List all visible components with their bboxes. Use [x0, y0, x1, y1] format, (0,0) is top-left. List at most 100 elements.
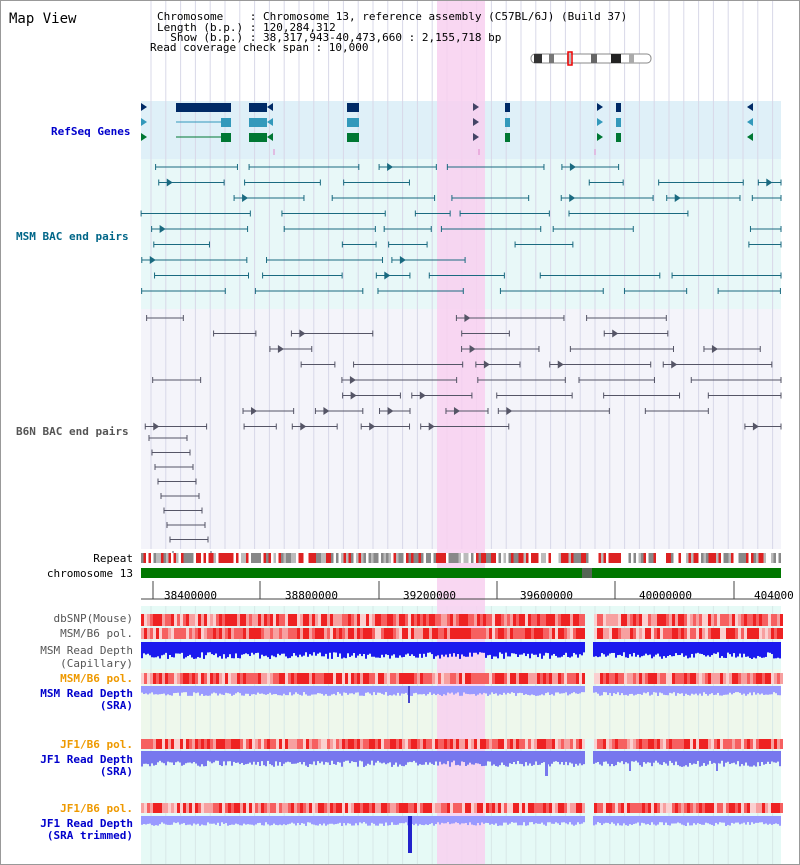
polymorphism-mark	[336, 673, 339, 684]
polymorphism-mark	[612, 739, 615, 749]
depth-bar	[515, 686, 517, 696]
polymorphism-mark	[489, 803, 492, 813]
depth-bar	[743, 642, 745, 654]
polymorphism-mark	[606, 673, 609, 684]
depth-bar	[761, 751, 763, 762]
polymorphism-mark	[294, 614, 297, 626]
depth-bar	[707, 686, 709, 696]
depth-bar	[619, 816, 621, 826]
polymorphism-mark	[153, 739, 156, 749]
repeat-mark	[428, 553, 431, 563]
repeat-mark	[298, 553, 301, 563]
repeat-mark	[548, 553, 551, 563]
depth-bar	[259, 642, 261, 659]
polymorphism-mark	[459, 673, 462, 684]
depth-bar	[605, 751, 607, 762]
depth-bar	[533, 686, 535, 696]
polymorphism-mark	[378, 628, 381, 639]
depth-bar	[431, 686, 433, 695]
repeat-mark	[303, 553, 306, 563]
depth-bar	[657, 816, 659, 825]
depth-bar	[289, 816, 291, 824]
polymorphism-mark	[258, 614, 261, 626]
depth-bar	[457, 816, 459, 824]
depth-bar	[595, 686, 597, 693]
repeat-mark	[693, 553, 696, 563]
depth-bar	[191, 751, 193, 764]
depth-bar	[767, 642, 769, 653]
repeat-mark	[578, 553, 581, 563]
polymorphism-mark	[675, 628, 678, 639]
polymorphism-mark	[720, 739, 723, 749]
repeat-mark	[306, 553, 309, 563]
polymorphism-mark	[546, 673, 549, 684]
repeat-mark	[266, 553, 269, 563]
polymorphism-mark	[147, 739, 150, 749]
gene-mark	[597, 118, 603, 126]
polymorphism-mark	[522, 614, 525, 626]
depth-bar	[223, 642, 225, 655]
polymorphism-mark	[711, 739, 714, 749]
depth-bar	[343, 686, 345, 693]
polymorphism-mark	[444, 739, 447, 749]
repeat-mark	[713, 553, 716, 563]
depth-bar	[501, 816, 503, 826]
depth-bar	[699, 816, 701, 825]
polymorphism-mark	[561, 673, 564, 684]
bac-pair	[323, 407, 330, 415]
depth-bar	[719, 816, 721, 823]
depth-bar	[461, 816, 463, 824]
depth-bar	[771, 642, 773, 655]
depth-bar	[571, 751, 573, 764]
polymorphism-mark	[186, 803, 189, 813]
repeat-mark	[503, 553, 506, 563]
msm-bac-label[interactable]: MSM BAC end pairs	[16, 230, 129, 243]
polymorphism-mark	[498, 614, 501, 626]
repeat-mark	[188, 553, 191, 563]
depth-bar	[667, 751, 669, 766]
polymorphism-mark	[651, 739, 654, 749]
polymorphism-mark	[312, 803, 315, 813]
polymorphism-mark	[765, 614, 768, 626]
polymorphism-mark	[189, 614, 192, 626]
repeat-mark	[486, 553, 489, 563]
depth-bar	[261, 816, 263, 826]
depth-bar	[145, 816, 147, 825]
depth-bar	[295, 686, 297, 693]
polymorphism-mark	[453, 803, 456, 813]
depth-bar	[455, 816, 457, 823]
depth-bar	[639, 751, 641, 766]
repeat-mark	[586, 553, 589, 563]
polymorphism-mark	[471, 803, 474, 813]
polymorphism-mark	[471, 614, 474, 626]
bac-pair	[159, 225, 166, 233]
depth-bar	[777, 642, 779, 658]
depth-bar	[679, 642, 681, 656]
refseq-genes-label[interactable]: RefSeq Genes	[51, 125, 131, 138]
polymorphism-mark	[288, 803, 291, 813]
polymorphism-mark	[156, 614, 159, 626]
depth-bar	[419, 751, 421, 765]
polymorphism-mark	[735, 739, 738, 749]
polymorphism-mark	[513, 628, 516, 639]
depth-bar	[737, 751, 739, 762]
depth-bar	[491, 686, 493, 693]
polymorphism-mark	[627, 739, 630, 749]
polymorphism-mark	[480, 673, 483, 684]
depth-bar	[483, 816, 485, 824]
polymorphism-mark	[435, 739, 438, 749]
polymorphism-mark	[174, 739, 177, 749]
depth-bar	[541, 686, 543, 695]
b6n-bac-label[interactable]: B6N BAC end pairs	[16, 425, 129, 438]
depth-bar	[141, 686, 143, 693]
polymorphism-mark	[582, 628, 585, 639]
depth-bar	[333, 816, 335, 825]
chromosome-label: chromosome 13	[46, 567, 133, 580]
polymorphism-mark	[183, 803, 186, 813]
msm-b6-pol-sra-label: MSM/B6 pol.	[60, 672, 133, 685]
polymorphism-mark	[357, 614, 360, 626]
repeat-mark	[393, 553, 396, 563]
depth-bar	[311, 686, 313, 695]
polymorphism-mark	[765, 803, 768, 813]
